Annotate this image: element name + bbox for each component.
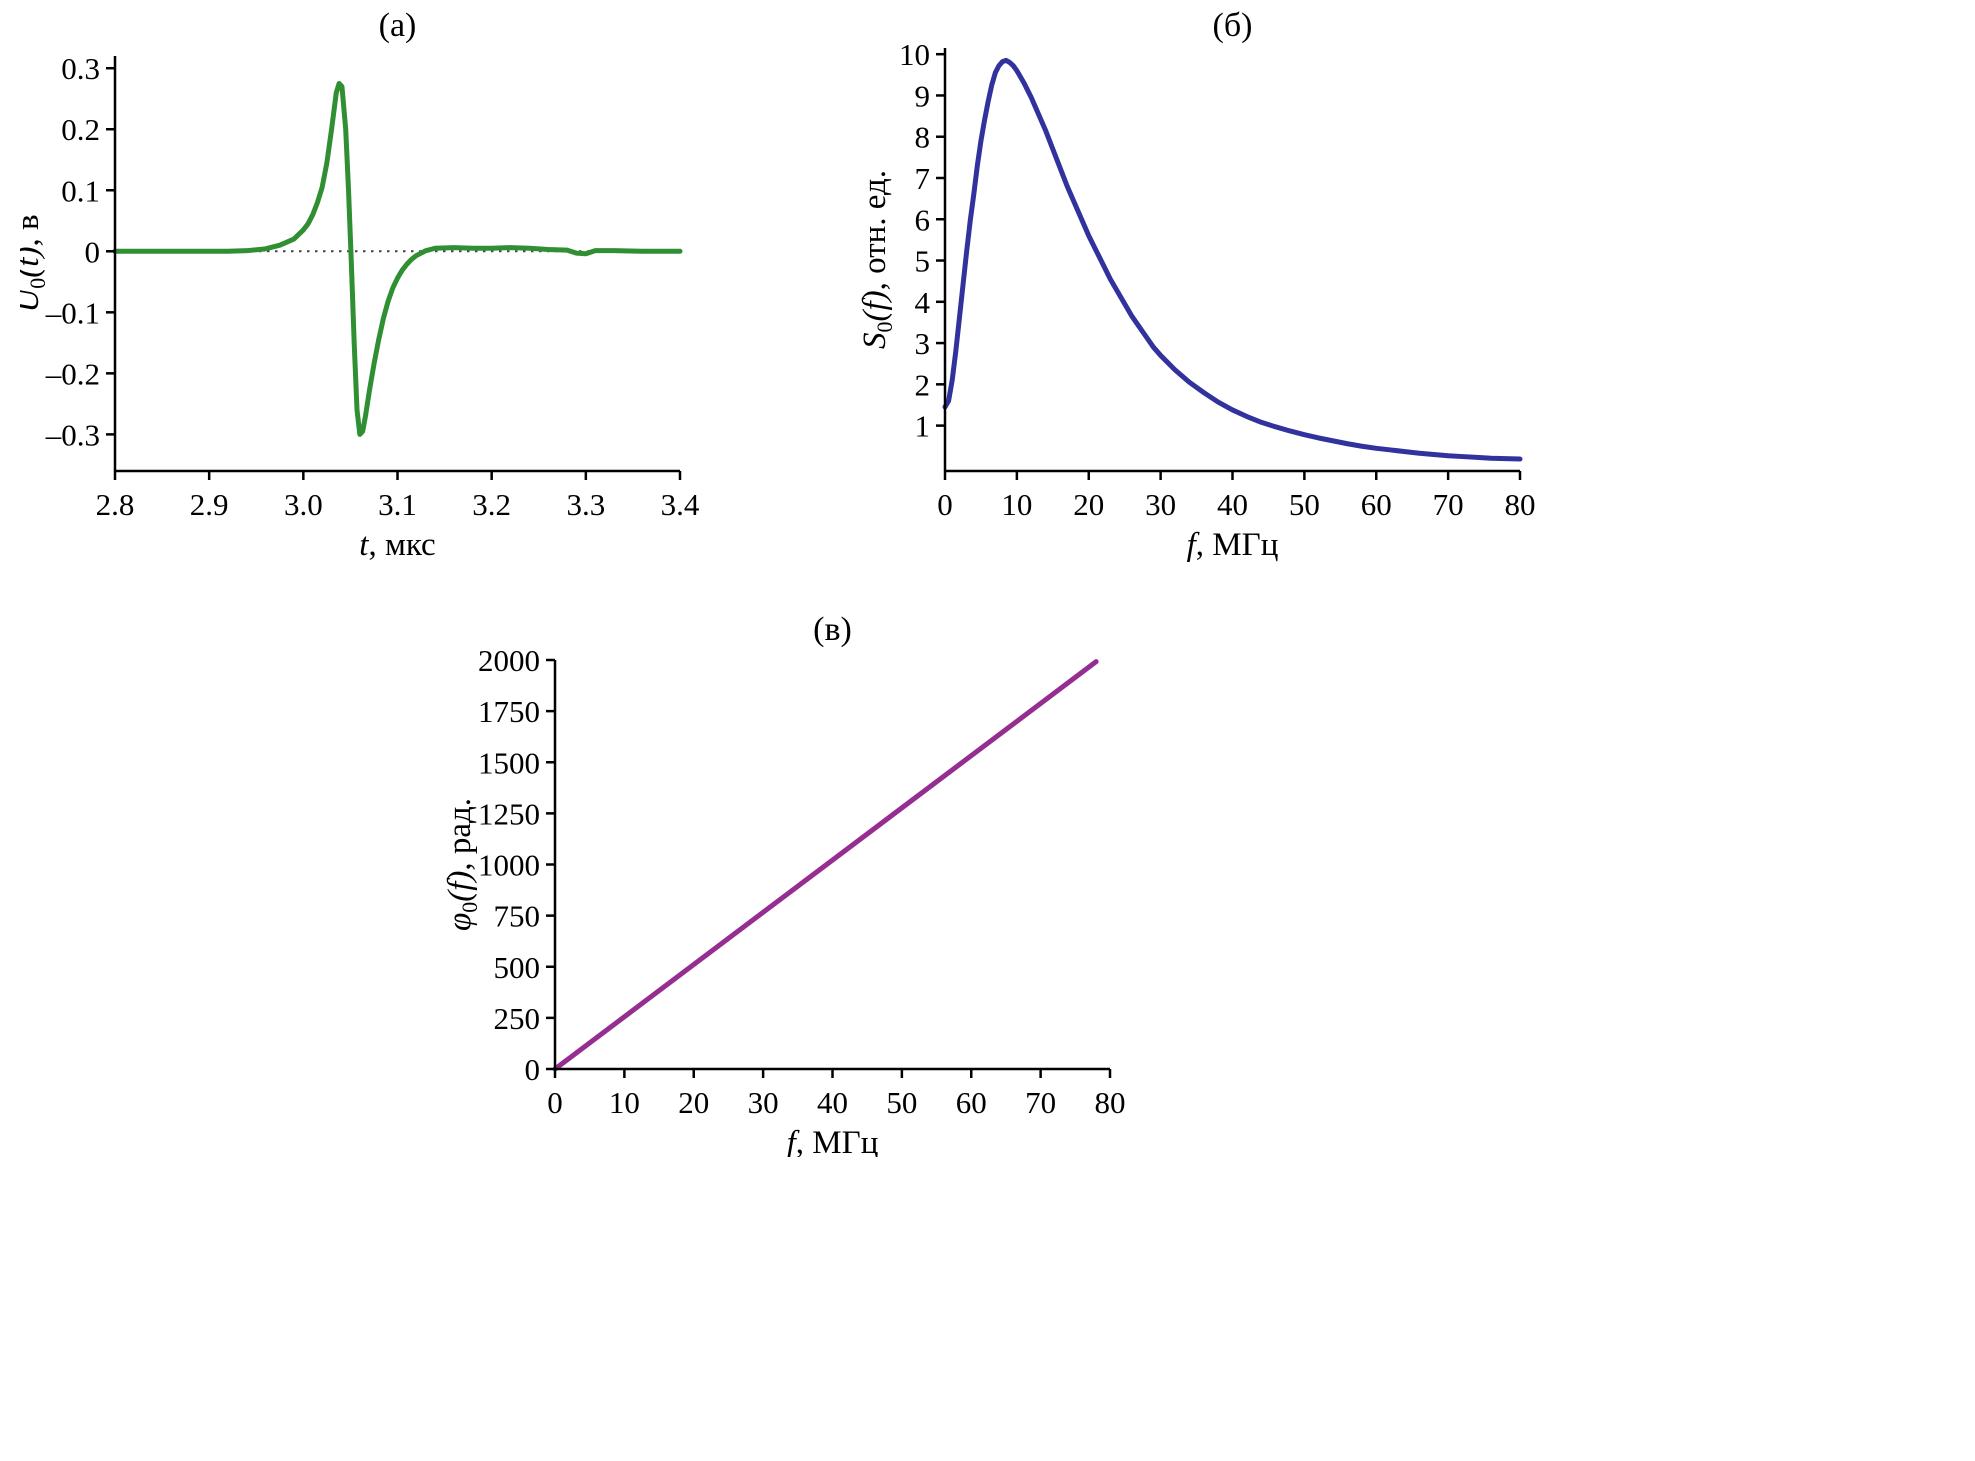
chart-a-waveform: 2.8 2.9 3.0 3.1 3.2 3.3 3.4 –0.3 –0.2 –0.1 0 0.1 0.2… (20, 51, 700, 563)
svg-text:S0(f), отн. ед.: S0(f), отн. ед. (860, 170, 897, 349)
svg-text:4: 4 (915, 285, 931, 320)
svg-text:1: 1 (915, 409, 931, 444)
svg-text:3: 3 (915, 326, 931, 361)
svg-text:0.1: 0.1 (61, 173, 100, 208)
svg-text:0: 0 (547, 1085, 563, 1120)
svg-text:1500: 1500 (478, 745, 540, 780)
svg-text:0: 0 (85, 234, 101, 269)
svg-text:5: 5 (915, 244, 931, 279)
svg-text:φ0(f), рад.: φ0(f), рад. (442, 798, 482, 931)
panel-b-title: (б) (1212, 7, 1253, 44)
svg-text:10: 10 (1001, 487, 1032, 522)
svg-text:30: 30 (1145, 487, 1176, 522)
svg-text:30: 30 (748, 1085, 779, 1120)
svg-text:3.0: 3.0 (284, 487, 323, 522)
svg-text:50: 50 (886, 1085, 917, 1120)
svg-text:U0(t), в: U0(t), в (20, 214, 50, 312)
svg-text:2.9: 2.9 (190, 487, 229, 522)
svg-text:f, МГц: f, МГц (787, 1125, 879, 1157)
svg-text:3.3: 3.3 (566, 487, 605, 522)
svg-text:0: 0 (525, 1052, 541, 1087)
svg-text:–0.1: –0.1 (45, 295, 100, 330)
svg-text:40: 40 (817, 1085, 848, 1120)
svg-text:–0.2: –0.2 (45, 356, 100, 391)
svg-text:1750: 1750 (478, 694, 540, 729)
svg-text:9: 9 (915, 78, 931, 113)
svg-text:20: 20 (678, 1085, 709, 1120)
svg-text:250: 250 (494, 1001, 541, 1036)
svg-text:60: 60 (1361, 487, 1392, 522)
svg-text:750: 750 (494, 899, 541, 934)
svg-text:0.3: 0.3 (61, 51, 100, 86)
svg-text:1000: 1000 (478, 848, 540, 883)
svg-text:2000: 2000 (478, 643, 540, 678)
svg-text:6: 6 (915, 202, 931, 237)
panel-v-title: (в) (813, 611, 852, 648)
chart-b-spectrum: 0 10 20 30 40 50 60 70 80 1 2 3 4 5 6 7 8 9 10 f, МГц S0(f),… (860, 37, 1536, 563)
svg-text:3.1: 3.1 (378, 487, 417, 522)
svg-text:70: 70 (1433, 487, 1464, 522)
svg-text:7: 7 (915, 161, 931, 196)
svg-text:50: 50 (1289, 487, 1320, 522)
svg-text:500: 500 (494, 950, 541, 985)
svg-text:1250: 1250 (478, 796, 540, 831)
svg-text:20: 20 (1073, 487, 1104, 522)
svg-text:–0.3: –0.3 (45, 417, 100, 452)
svg-text:2.8: 2.8 (96, 487, 135, 522)
panel-a-title: (а) (378, 7, 417, 44)
chart-v-phase: 0 10 20 30 40 50 60 70 80 0 250 500 750 1000 1250 1500 1… (442, 643, 1126, 1157)
svg-text:2: 2 (915, 367, 931, 402)
svg-text:70: 70 (1025, 1085, 1056, 1120)
svg-text:60: 60 (956, 1085, 987, 1120)
svg-text:3.2: 3.2 (472, 487, 511, 522)
svg-text:t, мкс: t, мкс (359, 527, 435, 563)
svg-text:0.2: 0.2 (61, 112, 100, 147)
svg-text:10: 10 (609, 1085, 640, 1120)
svg-text:80: 80 (1095, 1085, 1126, 1120)
svg-text:8: 8 (915, 120, 931, 155)
svg-text:0: 0 (937, 487, 953, 522)
svg-text:40: 40 (1217, 487, 1248, 522)
svg-text:80: 80 (1505, 487, 1536, 522)
svg-text:3.4: 3.4 (661, 487, 700, 522)
svg-text:f, МГц: f, МГц (1187, 527, 1279, 563)
svg-text:10: 10 (899, 37, 930, 72)
